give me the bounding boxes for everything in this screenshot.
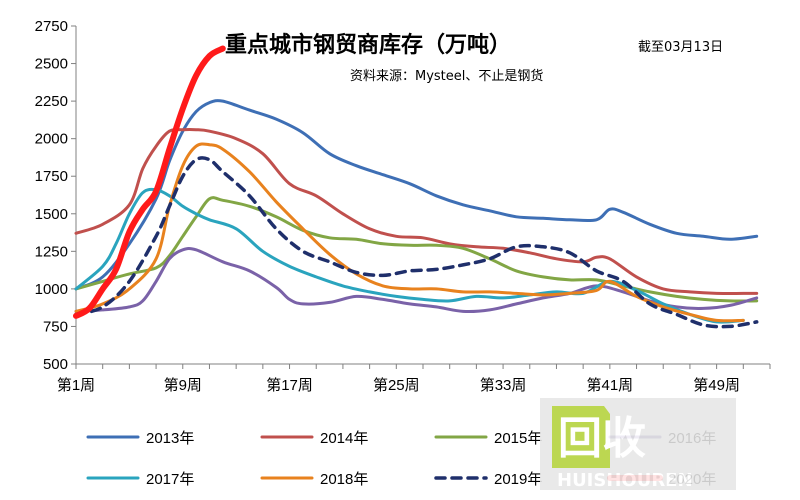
legend-item: 2015年 [434,430,542,447]
y-tick-label: 750 [43,318,68,335]
x-axis-ticks: 第1周 第9周 第17周 第25周 第33周 第41周 第49周 [57,364,771,394]
y-tick-label: 2500 [35,56,68,73]
series-line-2019年 [74,156,759,329]
watermark-brand: 回收 [558,413,646,464]
legend-label: 2013年 [146,430,194,447]
y-tick-label: 2000 [35,131,68,148]
chart-title: 重点城市钢贸商库存（万吨） [225,32,511,58]
watermark-recycle-icon [552,406,610,468]
series-line-2020年 [73,45,226,319]
series-line-2016年 [74,246,759,314]
legend-label: 2018年 [320,471,368,488]
x-tick-label: 第9周 [164,376,202,394]
x-tick-label: 第17周 [266,376,313,394]
legend-label: 2015年 [494,430,542,447]
chart-subtitle: 资料来源：Mysteel、不止是钢货 [350,68,543,84]
series-line-2018年 [74,142,745,323]
date-note: 截至03月13日 [638,40,723,55]
legend-label: 2017年 [146,471,194,488]
y-tick-label: 1000 [35,281,68,298]
legend-item: 2018年 [260,471,368,488]
y-tick-label: 2750 [35,18,68,35]
legend-item: 2017年 [86,471,194,488]
watermark-domain: HUISHOUREN [557,470,693,491]
legend-label: 2014年 [320,430,368,447]
legend-item: 2013年 [86,430,194,447]
x-tick-label: 第1周 [57,376,95,394]
y-tick-label: 500 [43,356,68,373]
watermark: 回收 HUISHOUREN [540,398,736,491]
legend-item: 2014年 [260,430,368,447]
y-tick-label: 1750 [35,168,68,185]
legend-label: 2019年 [494,471,542,488]
series-line-2013年 [74,99,759,291]
y-tick-label: 1500 [35,206,68,223]
x-tick-label: 第25周 [373,376,420,394]
x-tick-label: 第33周 [480,376,527,394]
series-line-2014年 [74,127,759,295]
y-tick-label: 1250 [35,243,68,260]
x-tick-label: 第41周 [587,376,634,394]
legend-item: 2019年 [434,471,542,488]
y-tick-label: 2250 [35,93,68,110]
y-axis-ticks: 500 750 1000 1250 1500 1750 2000 2250 2500 2750 [35,18,76,373]
x-tick-label: 第49周 [693,376,740,394]
series-lines [73,45,759,329]
